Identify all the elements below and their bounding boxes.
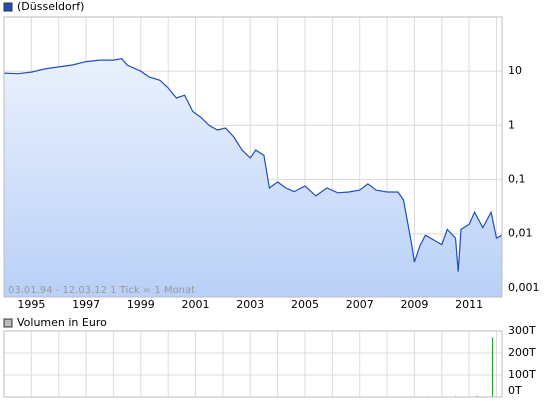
plot-frame xyxy=(3,330,503,398)
legend-label: (Düsseldorf) xyxy=(17,0,84,13)
x-tick-label: 1999 xyxy=(127,298,155,311)
y-tick-label: 0,001 xyxy=(508,281,540,294)
x-tick-label: 2007 xyxy=(346,298,374,311)
x-tick-label: 2005 xyxy=(291,298,319,311)
x-tick-label: 2003 xyxy=(236,298,264,311)
x-tick-label: 2009 xyxy=(400,298,428,311)
y-tick-label: 10 xyxy=(508,64,522,77)
y-tick-label: 300T xyxy=(508,324,536,337)
y-tick-label: 0,01 xyxy=(508,227,533,240)
x-tick-label: 1995 xyxy=(17,298,45,311)
plot-layer: 10 1 0,1 0,01 0,001 (Düsseldorf) 1995 1997 1999 2… xyxy=(3,0,540,398)
legend-swatch xyxy=(3,2,13,12)
y-tick-label: 200T xyxy=(508,346,536,359)
annotation: 03.01.94 - 12.03.12 1 Tick = 1 Monat xyxy=(8,285,195,296)
y-tick-label: 0,1 xyxy=(508,173,526,186)
bar xyxy=(476,395,479,397)
area xyxy=(4,58,502,298)
y-tick-label: 1 xyxy=(508,118,515,131)
plot-frame xyxy=(3,16,503,298)
x-tick-label: 1997 xyxy=(72,298,100,311)
legend-label: Volumen in Euro xyxy=(17,316,107,329)
plot-background xyxy=(4,331,502,397)
bar xyxy=(491,337,494,397)
line xyxy=(3,58,503,272)
y-tick-label: 100T xyxy=(508,368,536,381)
x-tick-label: 2011 xyxy=(455,298,483,311)
x-tick-label: 2001 xyxy=(182,298,210,311)
legend-swatch xyxy=(3,318,13,328)
y-tick-label: 0T xyxy=(508,384,522,397)
